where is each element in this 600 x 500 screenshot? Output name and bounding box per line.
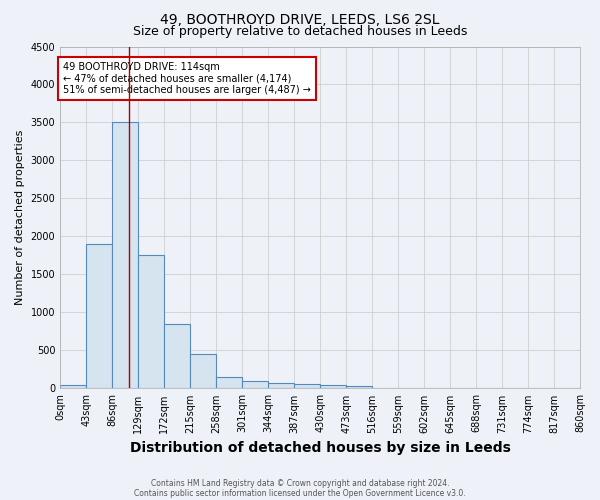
Bar: [138, 256, 164, 388]
Bar: [268, 382, 294, 388]
Bar: [242, 381, 268, 388]
Bar: [164, 324, 190, 388]
Bar: [320, 386, 346, 388]
Text: Size of property relative to detached houses in Leeds: Size of property relative to detached ho…: [133, 25, 467, 38]
Bar: [60, 384, 86, 388]
Bar: [190, 354, 216, 388]
Bar: [346, 386, 372, 388]
Text: Contains public sector information licensed under the Open Government Licence v3: Contains public sector information licen…: [134, 488, 466, 498]
Bar: [86, 244, 112, 388]
Bar: [112, 122, 138, 388]
X-axis label: Distribution of detached houses by size in Leeds: Distribution of detached houses by size …: [130, 441, 511, 455]
Bar: [294, 384, 320, 388]
Text: 49, BOOTHROYD DRIVE, LEEDS, LS6 2SL: 49, BOOTHROYD DRIVE, LEEDS, LS6 2SL: [160, 12, 440, 26]
Y-axis label: Number of detached properties: Number of detached properties: [15, 130, 25, 305]
Bar: [216, 377, 242, 388]
Text: Contains HM Land Registry data © Crown copyright and database right 2024.: Contains HM Land Registry data © Crown c…: [151, 478, 449, 488]
Text: 49 BOOTHROYD DRIVE: 114sqm
← 47% of detached houses are smaller (4,174)
51% of s: 49 BOOTHROYD DRIVE: 114sqm ← 47% of deta…: [63, 62, 311, 95]
